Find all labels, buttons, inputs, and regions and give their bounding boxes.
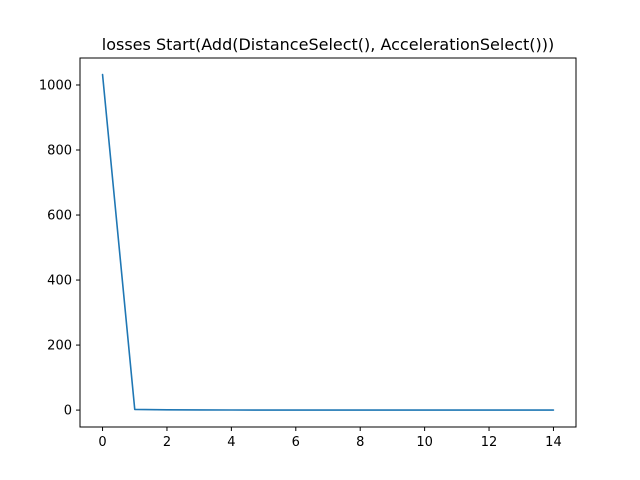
y-tick-label: 800	[47, 144, 72, 159]
series-line	[101, 73, 555, 411]
x-tick-label: 8	[356, 435, 364, 450]
y-tick-label: 200	[47, 339, 72, 354]
y-tick-label: 1000	[39, 78, 72, 93]
x-tick-label: 12	[481, 435, 498, 450]
y-tick-label: 600	[47, 209, 72, 224]
x-tick-label: 4	[227, 435, 235, 450]
x-tick-label: 10	[416, 435, 433, 450]
y-tick-label: 0	[64, 404, 72, 419]
x-tick-label: 0	[98, 435, 106, 450]
x-axis: 0 2 4 6 8 10 12 14	[98, 427, 562, 450]
chart-title: losses Start(Add(DistanceSelect(), Accel…	[102, 35, 554, 54]
x-tick-label: 6	[292, 435, 300, 450]
y-axis: 0 200 400 600 800 1000	[39, 78, 80, 419]
x-tick-label: 14	[545, 435, 562, 450]
axes-frame	[79, 57, 577, 428]
x-tick-label: 2	[163, 435, 171, 450]
y-tick-label: 400	[47, 274, 72, 289]
plot-area	[101, 73, 555, 411]
